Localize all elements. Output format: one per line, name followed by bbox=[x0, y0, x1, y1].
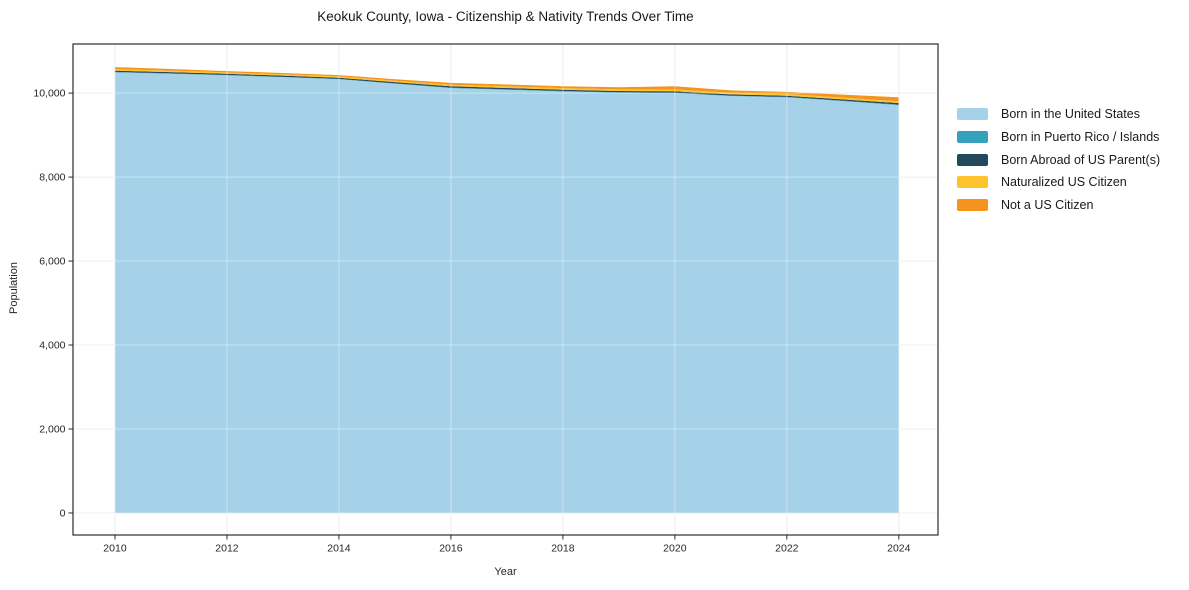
y-tick-label-6000: 6,000 bbox=[39, 256, 65, 268]
legend-item-born-in-the-united-states: Born in the United States bbox=[957, 103, 1160, 126]
x-tick-label-2014: 2014 bbox=[327, 543, 351, 555]
y-tick-label-4000: 4,000 bbox=[39, 340, 65, 352]
legend-swatch-born-abroad-of-us-parent-s bbox=[957, 153, 988, 166]
x-tick-label-2010: 2010 bbox=[103, 543, 127, 555]
legend: Born in the United States Born in Puerto … bbox=[957, 103, 1160, 216]
legend-label-born-abroad-of-us-parent-s: Born Abroad of US Parent(s) bbox=[1001, 152, 1161, 167]
y-axis-label: Population bbox=[8, 262, 20, 314]
y-tick-label-2000: 2,000 bbox=[39, 423, 65, 435]
legend-item-born-in-puerto-rico-islands: Born in Puerto Rico / Islands bbox=[957, 126, 1160, 149]
stacked-areas bbox=[114, 67, 899, 513]
legend-swatch-not-a-us-citizen bbox=[957, 199, 988, 212]
plot-border bbox=[72, 43, 939, 536]
x-tick-label-2022: 2022 bbox=[775, 543, 799, 555]
x-axis-label: Year bbox=[494, 566, 517, 578]
chart-title: Keokuk County, Iowa - Citizenship & Nati… bbox=[317, 9, 694, 24]
x-tick-label-2012: 2012 bbox=[215, 543, 239, 555]
legend-label-not-a-us-citizen: Not a US Citizen bbox=[1001, 198, 1094, 213]
legend-swatch-born-in-puerto-rico-islands bbox=[957, 131, 988, 144]
legend-item-not-a-us-citizen: Not a US Citizen bbox=[957, 194, 1160, 217]
x-tick-label-2016: 2016 bbox=[439, 543, 463, 555]
area-not-a-us-citizen bbox=[114, 67, 899, 102]
y-tick-label-0: 0 bbox=[60, 507, 66, 519]
x-tick-label-2024: 2024 bbox=[887, 543, 911, 555]
x-tick-label-2018: 2018 bbox=[551, 543, 575, 555]
legend-label-naturalized-us-citizen: Naturalized US Citizen bbox=[1001, 175, 1127, 190]
axis-ticks: 2010 2012 2014 2016 2018 2020 2022 2024 0 2,000 4,… bbox=[33, 88, 910, 555]
legend-item-naturalized-us-citizen: Naturalized US Citizen bbox=[957, 171, 1160, 194]
legend-swatch-born-in-the-united-states bbox=[957, 108, 988, 121]
legend-label-born-in-the-united-states: Born in the United States bbox=[1001, 107, 1140, 122]
legend-swatch-naturalized-us-citizen bbox=[957, 176, 988, 189]
y-tick-label-10000: 10,000 bbox=[33, 88, 65, 100]
legend-item-born-abroad-of-us-parent-s: Born Abroad of US Parent(s) bbox=[957, 148, 1160, 171]
area-naturalized-us-citizen bbox=[114, 69, 899, 104]
x-tick-label-2020: 2020 bbox=[663, 543, 687, 555]
y-tick-label-8000: 8,000 bbox=[39, 172, 65, 184]
legend-label-born-in-puerto-rico-islands: Born in Puerto Rico / Islands bbox=[1001, 130, 1160, 145]
gridlines-overlay bbox=[73, 44, 938, 535]
area-born-in-the-united-states bbox=[114, 72, 899, 513]
